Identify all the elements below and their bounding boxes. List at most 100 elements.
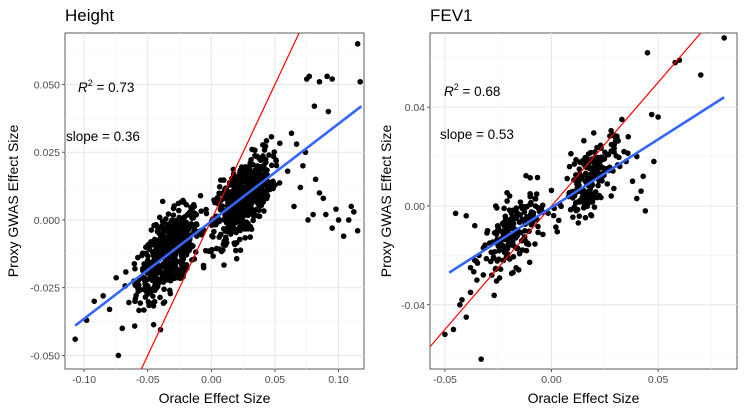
height-data-point bbox=[171, 253, 177, 259]
fev1-data-point bbox=[523, 204, 530, 210]
height-data-point bbox=[159, 218, 166, 225]
height-data-point bbox=[305, 217, 311, 223]
fev1-data-point bbox=[697, 72, 704, 78]
height-data-point bbox=[291, 203, 297, 210]
height-data-point bbox=[252, 189, 259, 195]
fev1-slope-annotation: slope = 0.53 bbox=[440, 127, 514, 142]
fev1-data-point bbox=[625, 133, 632, 140]
fev1-data-point bbox=[517, 212, 524, 218]
height-data-point bbox=[72, 336, 78, 342]
height-data-point bbox=[354, 41, 361, 47]
fev1-data-point bbox=[591, 158, 598, 165]
fev1-data-point bbox=[587, 165, 594, 172]
height-data-point bbox=[251, 170, 257, 177]
height-data-point bbox=[178, 215, 184, 222]
height-data-point bbox=[218, 248, 225, 255]
height-data-point bbox=[150, 321, 157, 328]
height-data-point bbox=[247, 167, 253, 174]
height-data-point bbox=[193, 222, 200, 228]
fev1-data-point bbox=[582, 196, 589, 202]
height-data-point bbox=[288, 130, 295, 137]
fev1-data-point bbox=[648, 111, 655, 118]
x-tick-label: 0.05 bbox=[265, 374, 286, 386]
height-data-point bbox=[146, 246, 153, 253]
height-data-point bbox=[208, 222, 215, 228]
fev1-data-point bbox=[504, 253, 510, 259]
height-data-point bbox=[169, 235, 176, 241]
fev1-data-point bbox=[442, 331, 448, 338]
height-data-point bbox=[335, 217, 342, 223]
height-data-point bbox=[132, 298, 138, 305]
y-tick-label: 0.050 bbox=[34, 79, 60, 91]
height-data-point bbox=[316, 78, 323, 85]
height-data-point bbox=[217, 217, 223, 224]
fev1-data-point bbox=[598, 154, 605, 160]
height-data-point bbox=[224, 211, 230, 218]
height-data-point bbox=[229, 224, 236, 231]
height-data-point bbox=[270, 153, 277, 160]
height-data-point bbox=[233, 255, 240, 262]
height-x-axis-label: Oracle Effect Size bbox=[159, 390, 271, 406]
x-tick-label: 0.10 bbox=[328, 374, 349, 386]
fev1-data-point bbox=[518, 203, 525, 210]
height-data-point bbox=[157, 294, 163, 301]
fev1-data-point bbox=[508, 210, 515, 217]
height-points bbox=[72, 41, 363, 359]
height-r2-letter: R bbox=[78, 80, 88, 95]
height-data-point bbox=[277, 140, 283, 147]
height-data-point bbox=[209, 233, 215, 239]
fev1-data-point bbox=[655, 114, 661, 120]
height-data-point bbox=[184, 245, 190, 252]
height-data-point bbox=[143, 250, 149, 257]
panel-height: -0.10 -0.05 0.00 0.05 0.10 -0.050 -0.025 0.000 0… bbox=[5, 6, 365, 406]
fev1-data-point bbox=[530, 210, 537, 216]
height-data-point bbox=[162, 261, 169, 268]
height-data-point bbox=[149, 271, 156, 278]
fev1-data-point bbox=[497, 266, 504, 273]
height-data-point bbox=[351, 209, 357, 215]
y-tick-label: -0.025 bbox=[30, 283, 60, 295]
fev1-data-point bbox=[535, 229, 541, 236]
fev1-data-point bbox=[500, 257, 507, 264]
height-data-point bbox=[221, 262, 227, 268]
height-data-point bbox=[157, 264, 163, 270]
fev1-data-point bbox=[450, 326, 457, 333]
height-data-point bbox=[150, 293, 156, 299]
height-data-point bbox=[323, 211, 329, 218]
height-identity-line bbox=[140, 33, 300, 369]
height-data-point bbox=[242, 235, 248, 241]
height-data-point bbox=[131, 323, 138, 329]
height-data-point bbox=[256, 207, 262, 213]
fev1-data-point bbox=[592, 167, 598, 174]
height-data-point bbox=[232, 247, 239, 254]
height-data-point bbox=[231, 240, 238, 246]
height-data-point bbox=[333, 206, 339, 212]
fev1-data-point bbox=[539, 202, 546, 209]
fev1-data-point bbox=[590, 130, 597, 136]
height-data-point bbox=[297, 184, 304, 191]
height-data-point bbox=[354, 228, 361, 234]
height-data-point bbox=[348, 203, 355, 210]
height-data-point bbox=[312, 176, 319, 183]
fev1-r2-exponent: 2 bbox=[454, 82, 459, 92]
fev1-data-point bbox=[579, 174, 585, 180]
fev1-data-point bbox=[527, 190, 533, 197]
height-ticks: -0.10 -0.05 0.00 0.05 0.10 -0.050 -0.025 0.000 0… bbox=[30, 79, 349, 386]
height-data-point bbox=[236, 210, 242, 217]
fev1-data-point bbox=[480, 272, 487, 278]
height-data-point bbox=[234, 190, 240, 197]
fev1-r2-annotation: R2 = 0.68 bbox=[444, 82, 500, 99]
height-data-point bbox=[171, 203, 177, 209]
fev1-data-point bbox=[521, 209, 528, 215]
y-tick-label: 0.04 bbox=[405, 102, 426, 114]
height-data-point bbox=[173, 274, 179, 280]
fev1-data-point bbox=[532, 195, 538, 202]
y-tick-label: 0.00 bbox=[405, 201, 426, 213]
fev1-data-point bbox=[608, 148, 614, 154]
fev1-data-point bbox=[564, 175, 570, 182]
fev1-data-point bbox=[573, 207, 579, 214]
y-tick-label: 0.025 bbox=[34, 147, 60, 159]
height-data-point bbox=[266, 152, 272, 158]
height-data-point bbox=[152, 241, 158, 247]
fev1-data-point bbox=[474, 277, 480, 283]
